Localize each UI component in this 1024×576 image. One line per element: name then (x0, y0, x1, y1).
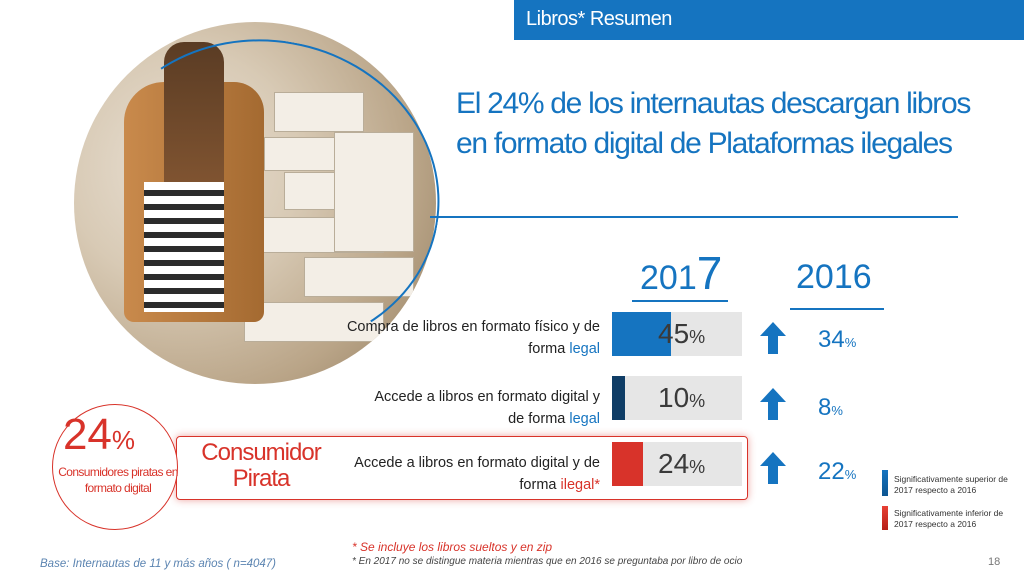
bar-value-2017: 10% (658, 382, 706, 413)
bar-value-2017: 24% (658, 448, 706, 479)
value-2016: 22% (818, 458, 857, 485)
legend-inferior-text: Significativamente inferior de 2017 resp… (894, 508, 1004, 529)
row-label-line-2: forma legal (528, 341, 600, 357)
page-number: 18 (988, 556, 1001, 568)
year-2016-divider (790, 308, 884, 310)
footnote-zip: * Se incluye los libros sueltos y en zip (352, 540, 553, 554)
row-label: Accede a libros en formato digital y de f… (340, 386, 600, 430)
bar-2017 (612, 312, 671, 356)
headline: El 24% de los internautas descargan libr… (456, 87, 971, 160)
year-2017-label: 2017 (640, 247, 723, 299)
header-bar: Libros* Resumen (514, 0, 1024, 40)
bar-track: 10% (612, 376, 742, 420)
row-label-line-1: Accede a libros en formato digital y (374, 389, 600, 405)
up-arrow-icon (760, 322, 786, 354)
up-arrow-icon (760, 452, 786, 484)
row-label-line-2: forma ilegal* (519, 477, 600, 493)
pirate-title: Consumidor Pirata (201, 439, 321, 492)
footnote-materia: * En 2017 no se distingue materia mientr… (352, 556, 743, 567)
bar-track: 24% (612, 442, 742, 486)
row-label: Accede a libros en formato digital y de f… (340, 452, 600, 496)
row-label: Compra de libros en formato físico y de f… (340, 316, 600, 360)
bookshop-photo (74, 22, 436, 384)
year-2016-label: 2016 (796, 258, 872, 296)
row-label-line-1: Accede a libros en formato digital y de (354, 455, 600, 471)
pirate-percentage: 24% (62, 410, 136, 459)
base-note: Base: Internautas de 11 y más años ( n=4… (40, 558, 277, 570)
up-arrow-icon (760, 388, 786, 420)
year-2017-divider (632, 300, 728, 302)
legend-inferior-icon (882, 506, 888, 530)
bar-track: 45% (612, 312, 742, 356)
value-2016: 34% (818, 326, 857, 353)
legend-superior-icon (882, 470, 888, 496)
section-title: Libros* Resumen (526, 8, 672, 30)
legend-superior-text: Significativamente superior de 2017 resp… (894, 474, 1008, 495)
value-2016: 8% (818, 394, 843, 421)
headline-divider (430, 216, 958, 218)
row-label-line-1: Compra de libros en formato físico y de (346, 319, 600, 335)
bar-2017 (612, 442, 644, 486)
pirate-subtitle: Consumidores piratas en formato digital (58, 465, 178, 495)
bar-2017 (612, 376, 625, 420)
row-label-line-2: de forma legal (508, 411, 600, 427)
pirate-circle (52, 404, 178, 530)
bar-value-2017: 45% (658, 318, 706, 349)
